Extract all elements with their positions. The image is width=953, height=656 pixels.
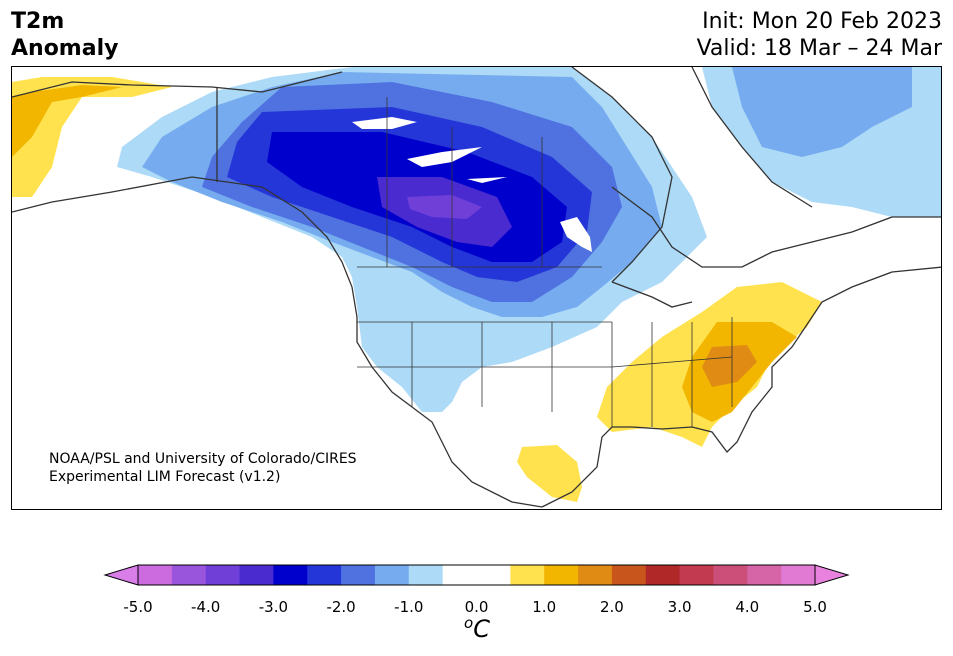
credit-text: NOAA/PSL and University of Colorado/CIRE…: [49, 450, 357, 486]
colorbar-tick-label: -5.0: [123, 598, 153, 616]
lake-winnipeg: [560, 217, 592, 252]
colorbar-swatch: [611, 565, 647, 585]
colorbar-swatch: [273, 565, 308, 585]
colorbar-swatch: [138, 565, 173, 585]
date-block: Init: Mon 20 Feb 2023 Valid: 18 Mar – 24…: [697, 8, 942, 62]
coastlines: [12, 67, 941, 508]
colorbar-swatch: [307, 565, 342, 585]
colorbar-swatch: [374, 565, 410, 585]
credit-line-2: Experimental LIM Forecast (v1.2): [49, 469, 281, 485]
colorbar-swatch: [713, 565, 748, 585]
valid-range: Valid: 18 Mar – 24 Mar: [696, 36, 942, 61]
map-canvas: [12, 67, 941, 508]
colorbar-swatch: [578, 565, 613, 585]
colorbar-swatch: [171, 565, 207, 585]
warm-anomaly-alaska: [12, 77, 172, 197]
colorbar-tick-label: 5.0: [803, 598, 827, 616]
cold-anomaly-minus-3-5: [407, 195, 482, 219]
unit-degree: o: [464, 614, 474, 632]
colorbar-tick-label: 0.0: [464, 598, 489, 616]
warm-anomaly-alaska-core: [12, 85, 122, 157]
colorbar-under-arrow: [103, 564, 139, 586]
colorbar-swatch: [781, 565, 816, 585]
colorbar-tick-label: -2.0: [326, 598, 356, 616]
colorbar: [103, 564, 850, 586]
great-bear-lake: [352, 117, 417, 129]
colorbar-tick-label: 3.0: [667, 598, 692, 616]
colorbar-swatch: [747, 565, 782, 585]
political-borders: [357, 97, 733, 427]
colorbar-swatch: [645, 565, 681, 585]
title-line-2: Anomaly: [11, 36, 119, 61]
init-date: Init: Mon 20 Feb 2023: [702, 9, 942, 34]
unit-base: C: [473, 615, 490, 643]
colorbar-tick-label: -3.0: [258, 598, 289, 616]
anomaly-map: [11, 66, 942, 510]
colorbar-swatch: [341, 565, 376, 585]
lake-athabasca: [467, 177, 507, 183]
colorbar-over-arrow: [814, 564, 850, 586]
warm-anomaly-mexico: [517, 445, 582, 502]
colorbar-tick-label: -1.0: [394, 598, 424, 616]
colorbar-tick-label: -4.0: [191, 598, 221, 616]
warm-anomaly-plus-1-5-east: [702, 345, 757, 387]
colorbar-swatch: [408, 565, 444, 585]
colorbar-frame: [137, 564, 816, 586]
colorbar-swatch: [544, 565, 579, 585]
colorbar-swatch: [510, 565, 545, 585]
colorbar-tick-label: 2.0: [599, 598, 624, 616]
colorbar-swatch: [239, 565, 274, 585]
colorbar-tick-label: 1.0: [532, 598, 557, 616]
colorbar-swatch: [442, 565, 477, 585]
colorbar-tick-label: 4.0: [735, 598, 760, 616]
credit-line-1: NOAA/PSL and University of Colorado/CIRE…: [49, 451, 357, 467]
cold-anomaly-minus-1-ne: [732, 67, 912, 157]
title-line-1: T2m: [11, 9, 65, 34]
unit-label: oC: [464, 614, 490, 643]
colorbar-swatch: [476, 565, 511, 585]
colorbar-swatch: [205, 565, 241, 585]
colorbar-swatch: [679, 565, 714, 585]
great-slave-lake: [407, 147, 482, 167]
title-block: T2m Anomaly: [11, 8, 118, 62]
